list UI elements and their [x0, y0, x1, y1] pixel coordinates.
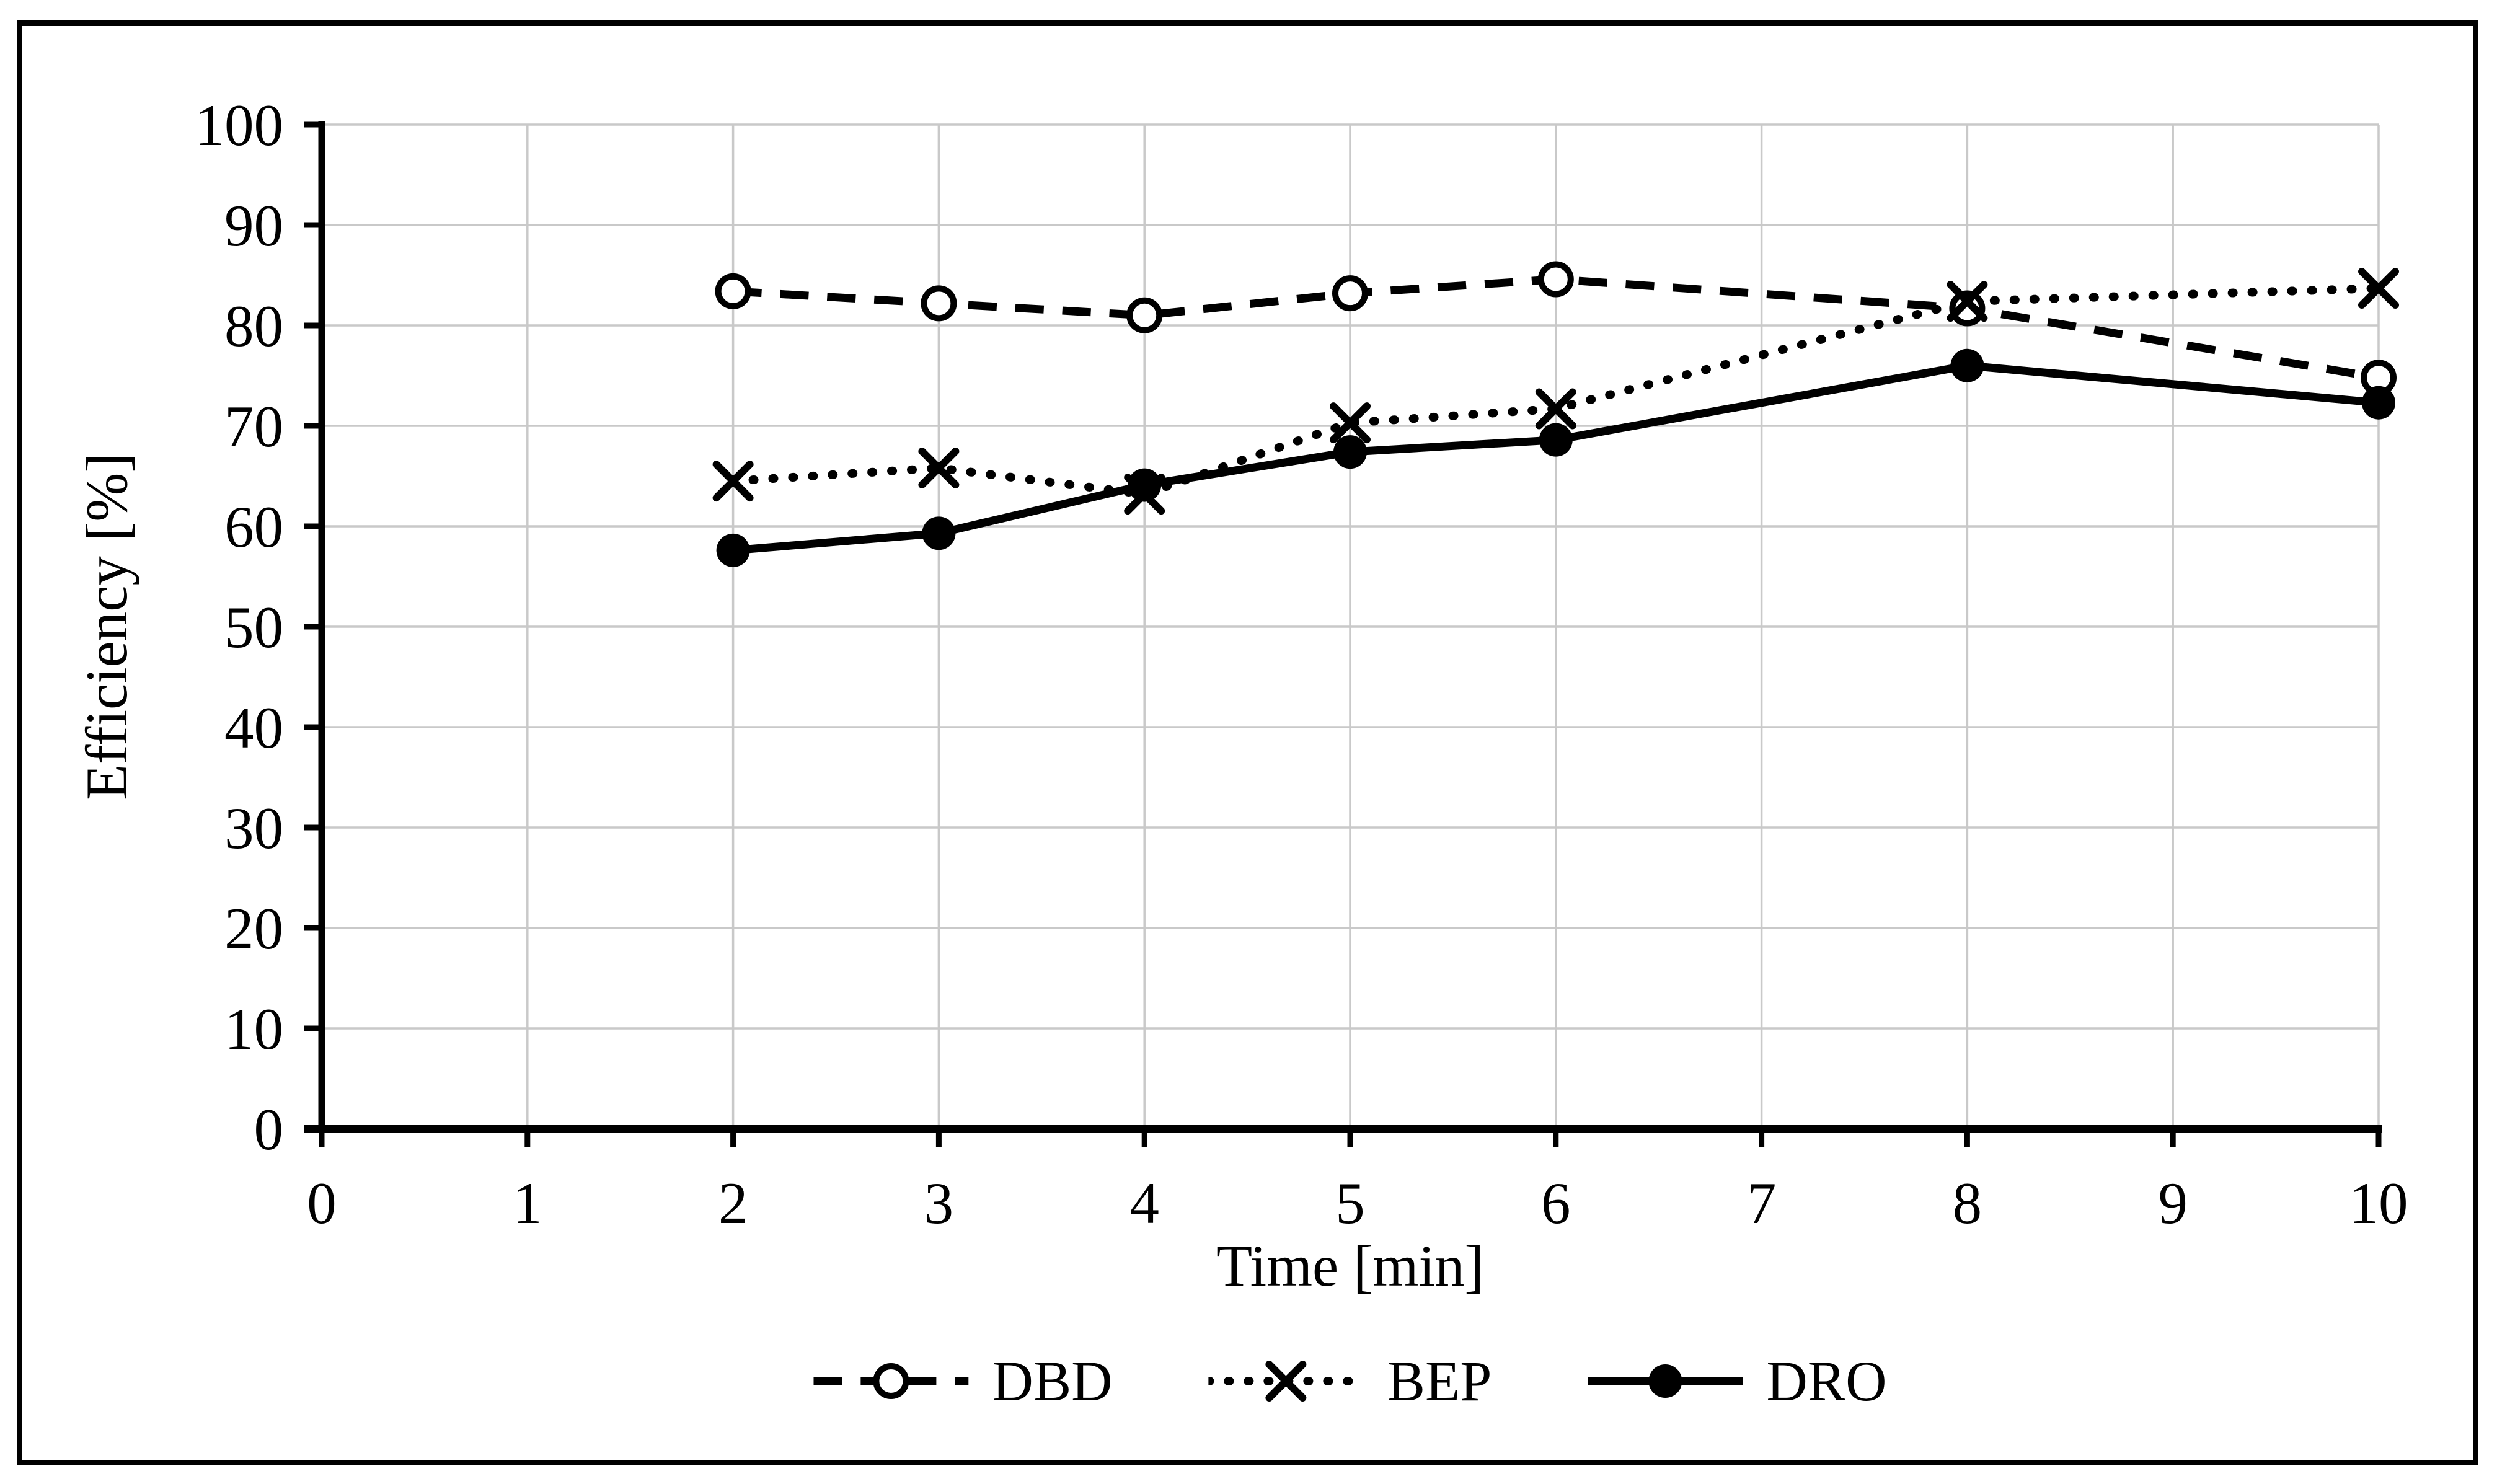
- y-tick-label: 90: [224, 193, 283, 258]
- marker-dbd: [1949, 290, 1986, 327]
- x-tick-label: 6: [1541, 1170, 1571, 1236]
- legend-marker: [1265, 1361, 1307, 1402]
- marker-dbd: [1126, 297, 1163, 333]
- legend-marker: [873, 1363, 909, 1399]
- legend-item-bep: BEP: [1208, 1347, 1492, 1415]
- y-axis-title: Efficiency [%]: [74, 453, 139, 801]
- axes: [304, 121, 2382, 1147]
- y-tick-label: 40: [224, 695, 283, 761]
- marker-dbd: [1537, 261, 1574, 298]
- x-tick-label: 10: [2349, 1170, 2408, 1236]
- dbd-legend-swatch-icon: [813, 1363, 969, 1399]
- y-tick-label: 70: [224, 394, 283, 459]
- marker-dro: [716, 533, 750, 567]
- bep-legend-swatch-icon: [1208, 1361, 1364, 1402]
- x-tick-label: 4: [1129, 1170, 1159, 1236]
- y-tick-label: 20: [224, 896, 283, 961]
- marker-dro: [1539, 423, 1573, 457]
- marker-dbd: [1332, 275, 1368, 312]
- y-tick-label: 30: [224, 795, 283, 861]
- marker-dro: [922, 516, 956, 550]
- marker-dro: [1333, 435, 1367, 469]
- legend-item-dbd: DBD: [813, 1347, 1113, 1415]
- legend-label-dro: DRO: [1766, 1349, 1887, 1413]
- marker-bep: [918, 448, 960, 489]
- marker-bep: [1330, 402, 1371, 444]
- legend-label-dbd: DBD: [992, 1349, 1113, 1413]
- y-tick-label: 0: [254, 1097, 284, 1162]
- x-tick-label: 5: [1335, 1170, 1365, 1236]
- legend-label-bep: BEP: [1387, 1349, 1492, 1413]
- marker-dro: [1950, 348, 1984, 382]
- dro-legend-swatch-icon: [1588, 1364, 1743, 1398]
- tick-labels: 0 10 20 30 40 50 60 70 80 90 100 0 1 2 3 4 5 6 7 8 9 10: [195, 92, 2408, 1236]
- marker-dro: [2362, 386, 2395, 420]
- y-tick-label: 10: [224, 996, 283, 1062]
- x-tick-label: 1: [513, 1170, 542, 1236]
- legend-item-dro: DRO: [1588, 1347, 1887, 1415]
- x-tick-label: 9: [2158, 1170, 2188, 1236]
- x-tick-label: 2: [718, 1170, 748, 1236]
- x-tick-label: 0: [307, 1170, 337, 1236]
- x-tick-label: 7: [1747, 1170, 1777, 1236]
- y-tick-label: 60: [224, 494, 283, 560]
- marker-bep: [712, 461, 754, 502]
- x-axis-title: Time [min]: [1216, 1233, 1484, 1299]
- series-markers: [712, 261, 2399, 567]
- figure-frame: [17, 20, 2478, 1465]
- x-tick-label: 3: [924, 1170, 954, 1236]
- gridlines: [322, 123, 2380, 1129]
- legend: DBD BEP DRO: [813, 1347, 1887, 1415]
- marker-dro: [1128, 468, 1162, 502]
- marker-dbd: [921, 285, 957, 322]
- marker-dbd: [715, 273, 751, 309]
- x-tick-label: 8: [1953, 1170, 1982, 1236]
- y-tick-label: 50: [224, 594, 283, 660]
- marker-bep: [1947, 281, 1988, 322]
- marker-bep: [2358, 268, 2399, 309]
- marker-bep: [1535, 388, 1576, 430]
- y-tick-label: 80: [224, 293, 283, 359]
- y-tick-label: 100: [195, 92, 284, 158]
- legend-marker: [1648, 1364, 1682, 1398]
